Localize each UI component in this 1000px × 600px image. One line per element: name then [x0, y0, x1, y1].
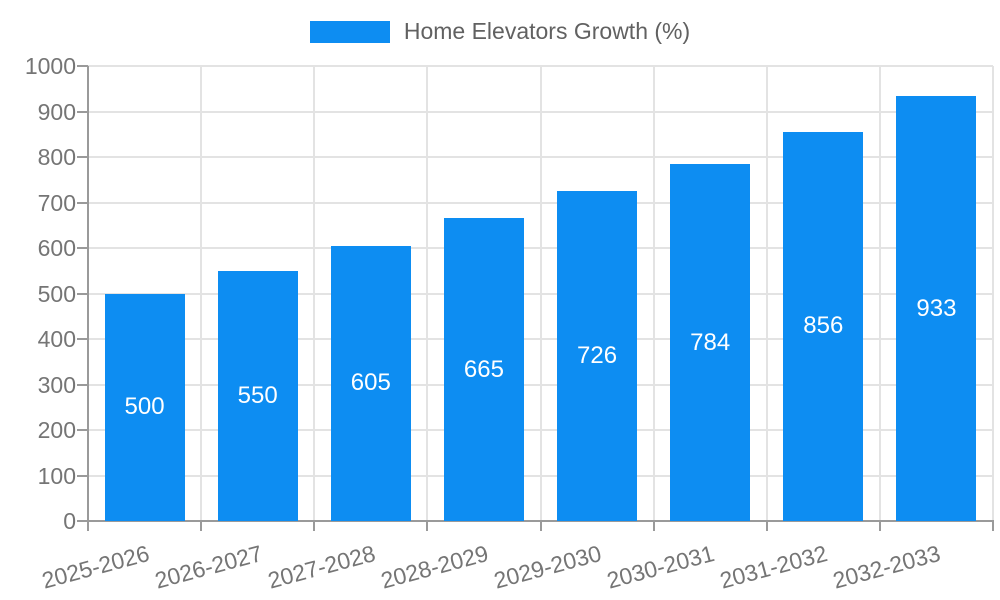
y-tick-mark — [77, 292, 88, 295]
legend-swatch — [309, 20, 390, 43]
y-tick-label: 600 — [37, 235, 76, 261]
bar — [557, 190, 638, 521]
x-axis-line — [87, 520, 994, 522]
x-tick-mark — [765, 521, 768, 531]
y-tick-label: 700 — [37, 189, 76, 216]
v-gridline — [992, 66, 994, 521]
y-tick-mark — [77, 110, 88, 113]
y-tick-mark — [77, 474, 88, 477]
x-tick-mark — [652, 521, 655, 531]
bar-value-label: 605 — [350, 369, 391, 397]
bar — [783, 131, 864, 521]
bar — [896, 96, 977, 521]
v-gridline — [313, 66, 316, 521]
y-tick-mark — [77, 247, 88, 249]
y-tick-mark — [77, 201, 88, 204]
x-tick-mark — [200, 521, 203, 531]
v-gridline — [765, 66, 768, 521]
y-tick-label: 500 — [37, 280, 76, 307]
legend-item[interactable]: Home Elevators Growth (%) — [0, 18, 1000, 45]
v-gridline — [878, 66, 881, 521]
y-tick-label: 900 — [37, 98, 76, 125]
v-gridline — [652, 66, 655, 521]
bar — [104, 293, 185, 521]
bar-value-label: 933 — [916, 294, 957, 322]
y-tick-mark — [77, 338, 88, 340]
y-tick-label: 300 — [37, 371, 76, 398]
y-tick-label: 0 — [63, 508, 76, 534]
x-tick-mark — [87, 521, 89, 531]
y-axis-line — [87, 66, 89, 521]
bar — [670, 164, 751, 521]
x-tick-mark — [426, 521, 429, 531]
bar — [217, 270, 298, 521]
bar-value-label: 665 — [463, 355, 504, 383]
x-tick-mark — [313, 521, 316, 531]
bar-value-label: 550 — [237, 381, 278, 409]
bar-value-label: 784 — [690, 328, 731, 356]
y-tick-label: 1000 — [24, 53, 76, 79]
y-tick-mark — [77, 383, 88, 386]
v-gridline — [539, 66, 542, 521]
y-tick-label: 100 — [37, 462, 76, 489]
bar-value-label: 726 — [577, 341, 618, 369]
bar — [443, 218, 524, 521]
y-tick-mark — [77, 520, 88, 522]
y-tick-label: 200 — [37, 417, 76, 443]
v-gridline — [426, 66, 429, 521]
y-tick-label: 400 — [37, 326, 76, 352]
y-tick-mark — [77, 429, 88, 431]
x-tick-mark — [992, 521, 994, 531]
y-tick-label: 800 — [37, 144, 76, 170]
x-tick-mark — [539, 521, 542, 531]
y-tick-mark — [77, 65, 88, 67]
bar — [330, 245, 411, 521]
x-tick-mark — [878, 521, 881, 531]
v-gridline — [200, 66, 203, 521]
legend-label: Home Elevators Growth (%) — [403, 18, 691, 44]
bar-value-label: 500 — [124, 393, 165, 421]
bar-value-label: 856 — [803, 312, 844, 340]
y-tick-mark — [77, 156, 88, 158]
